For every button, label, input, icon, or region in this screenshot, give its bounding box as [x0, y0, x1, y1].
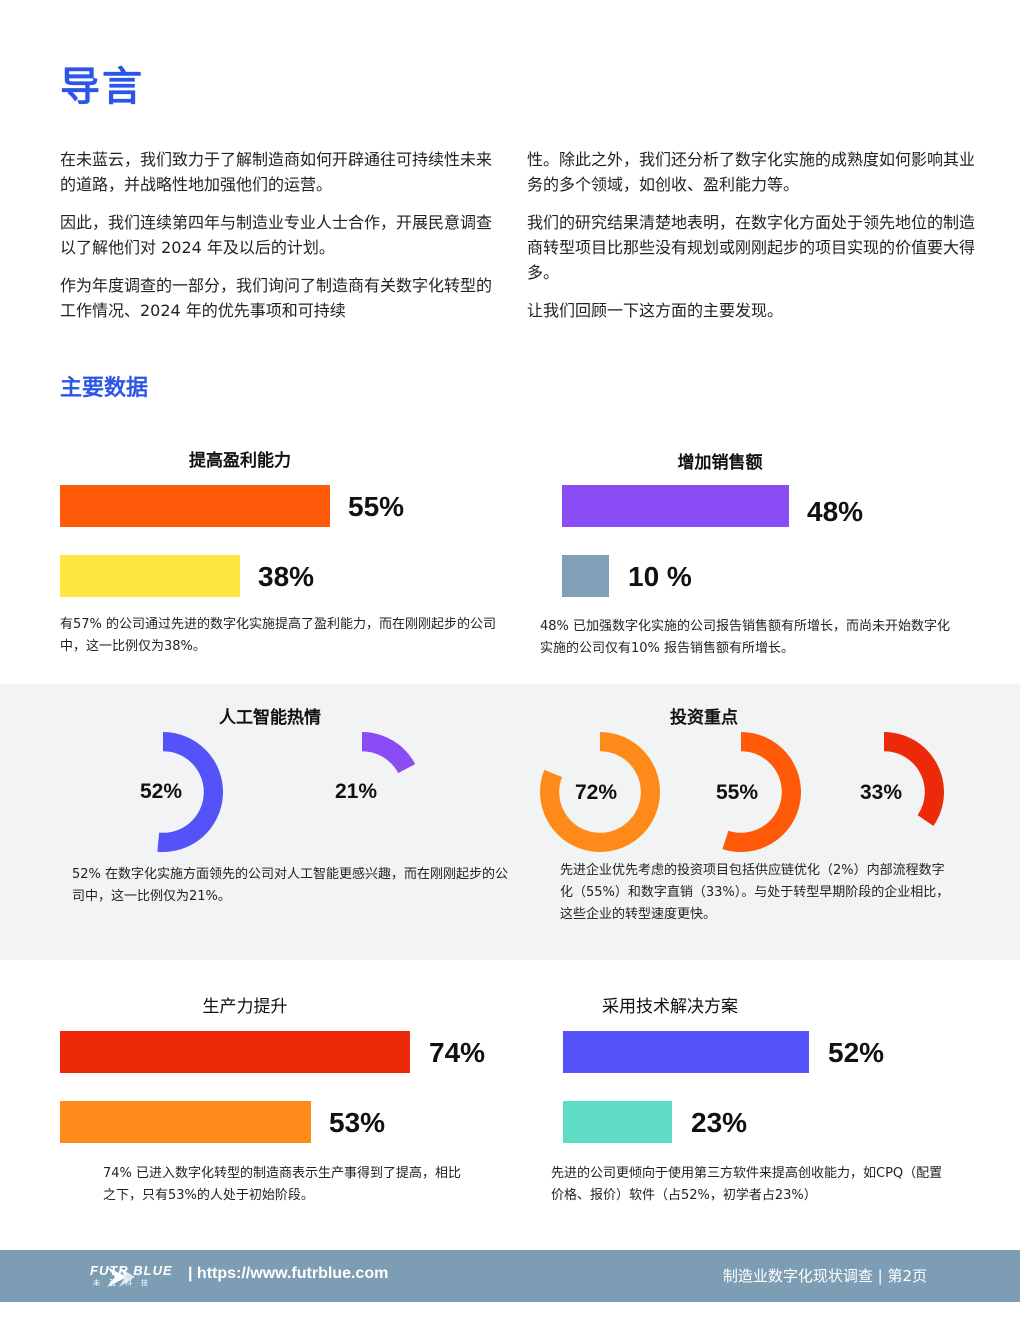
profitability-label-beginner: 38% [258, 561, 315, 592]
intro-left-column: 在未蓝云，我们致力于了解制造商如何开辟通往可持续性未来的道路，并战略性地加强他们… [60, 147, 504, 336]
footer-logo-text: FUTR BLUE [90, 1263, 173, 1278]
donut-section-background [0, 684, 1020, 960]
sales-bar-beginner [562, 555, 609, 597]
profitability-label-advanced: 55% [348, 491, 405, 522]
intro-paragraph: 作为年度调查的一部分，我们询问了制造商有关数字化转型的工作情况、2024 年的优… [60, 276, 493, 320]
profitability-bar-advanced [60, 485, 330, 527]
productivity-bar-advanced [60, 1031, 410, 1073]
investment-donut-label-2: 55% [716, 781, 759, 804]
profitability-caption: 有57% 的公司通过先进的数字化实施提高了盈利能力，而在刚刚起步的公司中，这一比… [60, 617, 497, 654]
ai-enthusiasm-caption: 52% 在数字化实施方面领先的公司对人工智能更感兴趣，而在刚刚起步的公司中，这一… [72, 867, 509, 904]
investment-donut-label-1: 72% [575, 781, 618, 804]
donut-charts [157, 732, 945, 852]
intro-paragraph: 在未蓝云，我们致力于了解制造商如何开辟通往可持续性未来的道路，并战略性地加强他们… [60, 150, 493, 194]
section-title-key-data: 主要数据 [60, 376, 149, 401]
footer-bar [0, 1250, 1020, 1302]
footer-logo-subtext: 未蓝科技 [93, 1279, 157, 1287]
intro-paragraph: 因此，我们连续第四年与制造业专业人士合作，开展民意调查以了解他们对 2024 年… [60, 213, 493, 257]
tech-solutions-caption: 先进的公司更倾向于使用第三方软件来提高创收能力，如CPQ（配置价格、报价）软件（… [551, 1166, 943, 1203]
ai-donut-label-beginner: 21% [335, 780, 378, 803]
sales-caption: 48% 已加强数字化实施的公司报告销售额有所增长，而尚未开始数字化实施的公司仅有… [540, 619, 951, 656]
tech-solutions-bar-beginner [563, 1101, 672, 1143]
profitability-title: 提高盈利能力 [189, 451, 291, 471]
productivity-label-advanced: 74% [429, 1037, 486, 1068]
investment-focus-title: 投资重点 [670, 708, 738, 728]
ai-donut-advanced [157, 732, 224, 852]
investment-donut-supply-chain [540, 732, 661, 852]
profitability-bar-beginner [60, 555, 240, 597]
page-title: 导言 [60, 64, 144, 110]
footer-page-info: 制造业数字化现状调查 | 第2页 [722, 1267, 927, 1285]
intro-paragraph: 让我们回顾一下这方面的主要发现。 [527, 301, 784, 320]
footer-website-link[interactable]: | https://www.futrblue.com [188, 1265, 389, 1282]
tech-solutions-label-advanced: 52% [828, 1037, 885, 1068]
ai-donut-beginner [362, 732, 416, 774]
investment-donut-direct-sales [884, 732, 945, 826]
tech-solutions-label-beginner: 23% [691, 1107, 748, 1138]
intro-paragraph: 我们的研究结果清楚地表明，在数字化方面处于领先地位的制造商转型项目比那些没有规划… [527, 213, 976, 282]
ai-enthusiasm-title: 人工智能热情 [219, 708, 321, 728]
sales-label-beginner: 10 % [628, 561, 692, 592]
sales-title: 增加销售额 [677, 453, 763, 473]
productivity-caption: 74% 已进入数字化转型的制造商表示生产事得到了提高，相比之下，只有53%的人处… [103, 1166, 462, 1203]
investment-donut-label-3: 33% [860, 781, 903, 804]
investment-focus-caption: 先进企业优先考虑的投资项目包括供应链优化（2%）内部流程数字化（55%）和数字直… [560, 863, 950, 922]
ai-donut-label-advanced: 52% [140, 780, 183, 803]
productivity-label-beginner: 53% [329, 1107, 386, 1138]
productivity-bar-beginner [60, 1101, 311, 1143]
tech-solutions-title: 采用技术解决方案 [602, 997, 738, 1017]
investment-donut-process-digitization [722, 732, 802, 852]
tech-solutions-bar-advanced [563, 1031, 809, 1073]
sales-bar-advanced [562, 485, 789, 527]
intro-right-column: 性。除此之外，我们还分析了数字化实施的成熟度如何影响其业务的多个领域，如创收、盈… [527, 147, 977, 336]
intro-paragraph: 性。除此之外，我们还分析了数字化实施的成熟度如何影响其业务的多个领域，如创收、盈… [527, 150, 976, 194]
sales-label-advanced: 48% [807, 496, 864, 527]
productivity-title: 生产力提升 [202, 997, 288, 1017]
futrblue-logo-icon [107, 1267, 135, 1287]
